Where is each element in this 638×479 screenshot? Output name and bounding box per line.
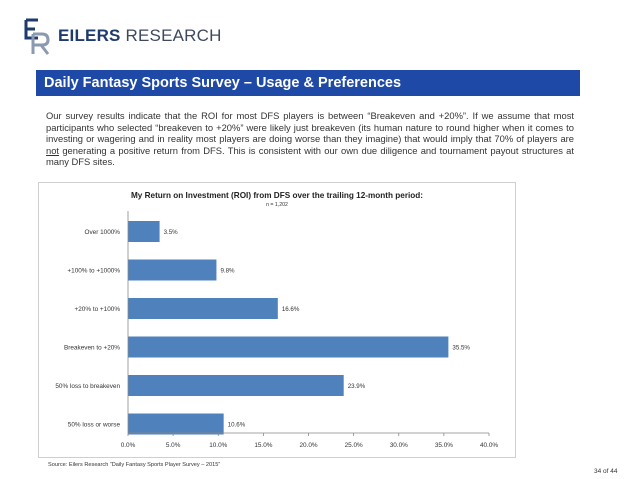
category-label: 50% loss or worse — [68, 421, 121, 428]
bar — [128, 375, 344, 396]
body-paragraph: Our survey results indicate that the ROI… — [46, 110, 574, 168]
roi-bar-chart: My Return on Investment (ROI) from DFS o… — [38, 182, 516, 458]
brand-name-part2: RESEARCH — [120, 26, 222, 45]
x-tick-label: 35.0% — [435, 442, 453, 449]
body-text-underlined: not — [46, 144, 60, 156]
source-note: Source: Eilers Research “Daily Fantasy S… — [48, 462, 221, 468]
value-label: 9.8% — [220, 267, 235, 274]
x-tick-label: 25.0% — [345, 442, 363, 449]
bar — [128, 298, 278, 319]
category-label: +20% to +100% — [75, 306, 121, 313]
value-label: 23.9% — [348, 383, 366, 390]
page-number: 34 of 44 — [594, 468, 618, 475]
value-label: 35.5% — [452, 344, 470, 351]
body-text-part2: generating a positive return from DFS. T… — [46, 144, 574, 168]
value-label: 10.6% — [228, 421, 246, 428]
x-tick-label: 30.0% — [390, 442, 408, 449]
value-label: 16.6% — [282, 306, 300, 313]
bar — [128, 336, 449, 358]
x-tick-label: 5.0% — [166, 442, 181, 449]
x-tick-label: 0.0% — [121, 442, 136, 449]
section-title: Daily Fantasy Sports Survey – Usage & Pr… — [44, 75, 402, 91]
x-tick-label: 10.0% — [209, 442, 227, 449]
er-monogram-icon — [24, 18, 50, 55]
bar — [128, 413, 224, 435]
x-tick-label: 15.0% — [254, 442, 272, 449]
chart-canvas: My Return on Investment (ROI) from DFS o… — [55, 191, 498, 449]
chart-subtitle: n = 1,202 — [266, 202, 288, 208]
body-text-part1: Our survey results indicate that the ROI… — [46, 110, 574, 145]
x-tick-label: 20.0% — [299, 442, 317, 449]
brand-name: EILERS RESEARCH — [58, 26, 222, 46]
chart-title: My Return on Investment (ROI) from DFS o… — [131, 191, 423, 200]
category-label: Over 1000% — [84, 229, 120, 236]
bar — [128, 221, 160, 242]
section-title-banner: Daily Fantasy Sports Survey – Usage & Pr… — [36, 70, 580, 96]
category-label: 50% loss to breakeven — [55, 383, 120, 390]
category-label: +100% to +1000% — [67, 267, 120, 274]
bar — [128, 259, 217, 281]
brand-name-part1: EILERS — [58, 26, 121, 45]
value-label: 3.5% — [164, 229, 179, 236]
category-label: Breakeven to +20% — [64, 344, 120, 351]
x-tick-label: 40.0% — [480, 442, 498, 449]
company-logo: EILERS RESEARCH — [24, 18, 221, 56]
